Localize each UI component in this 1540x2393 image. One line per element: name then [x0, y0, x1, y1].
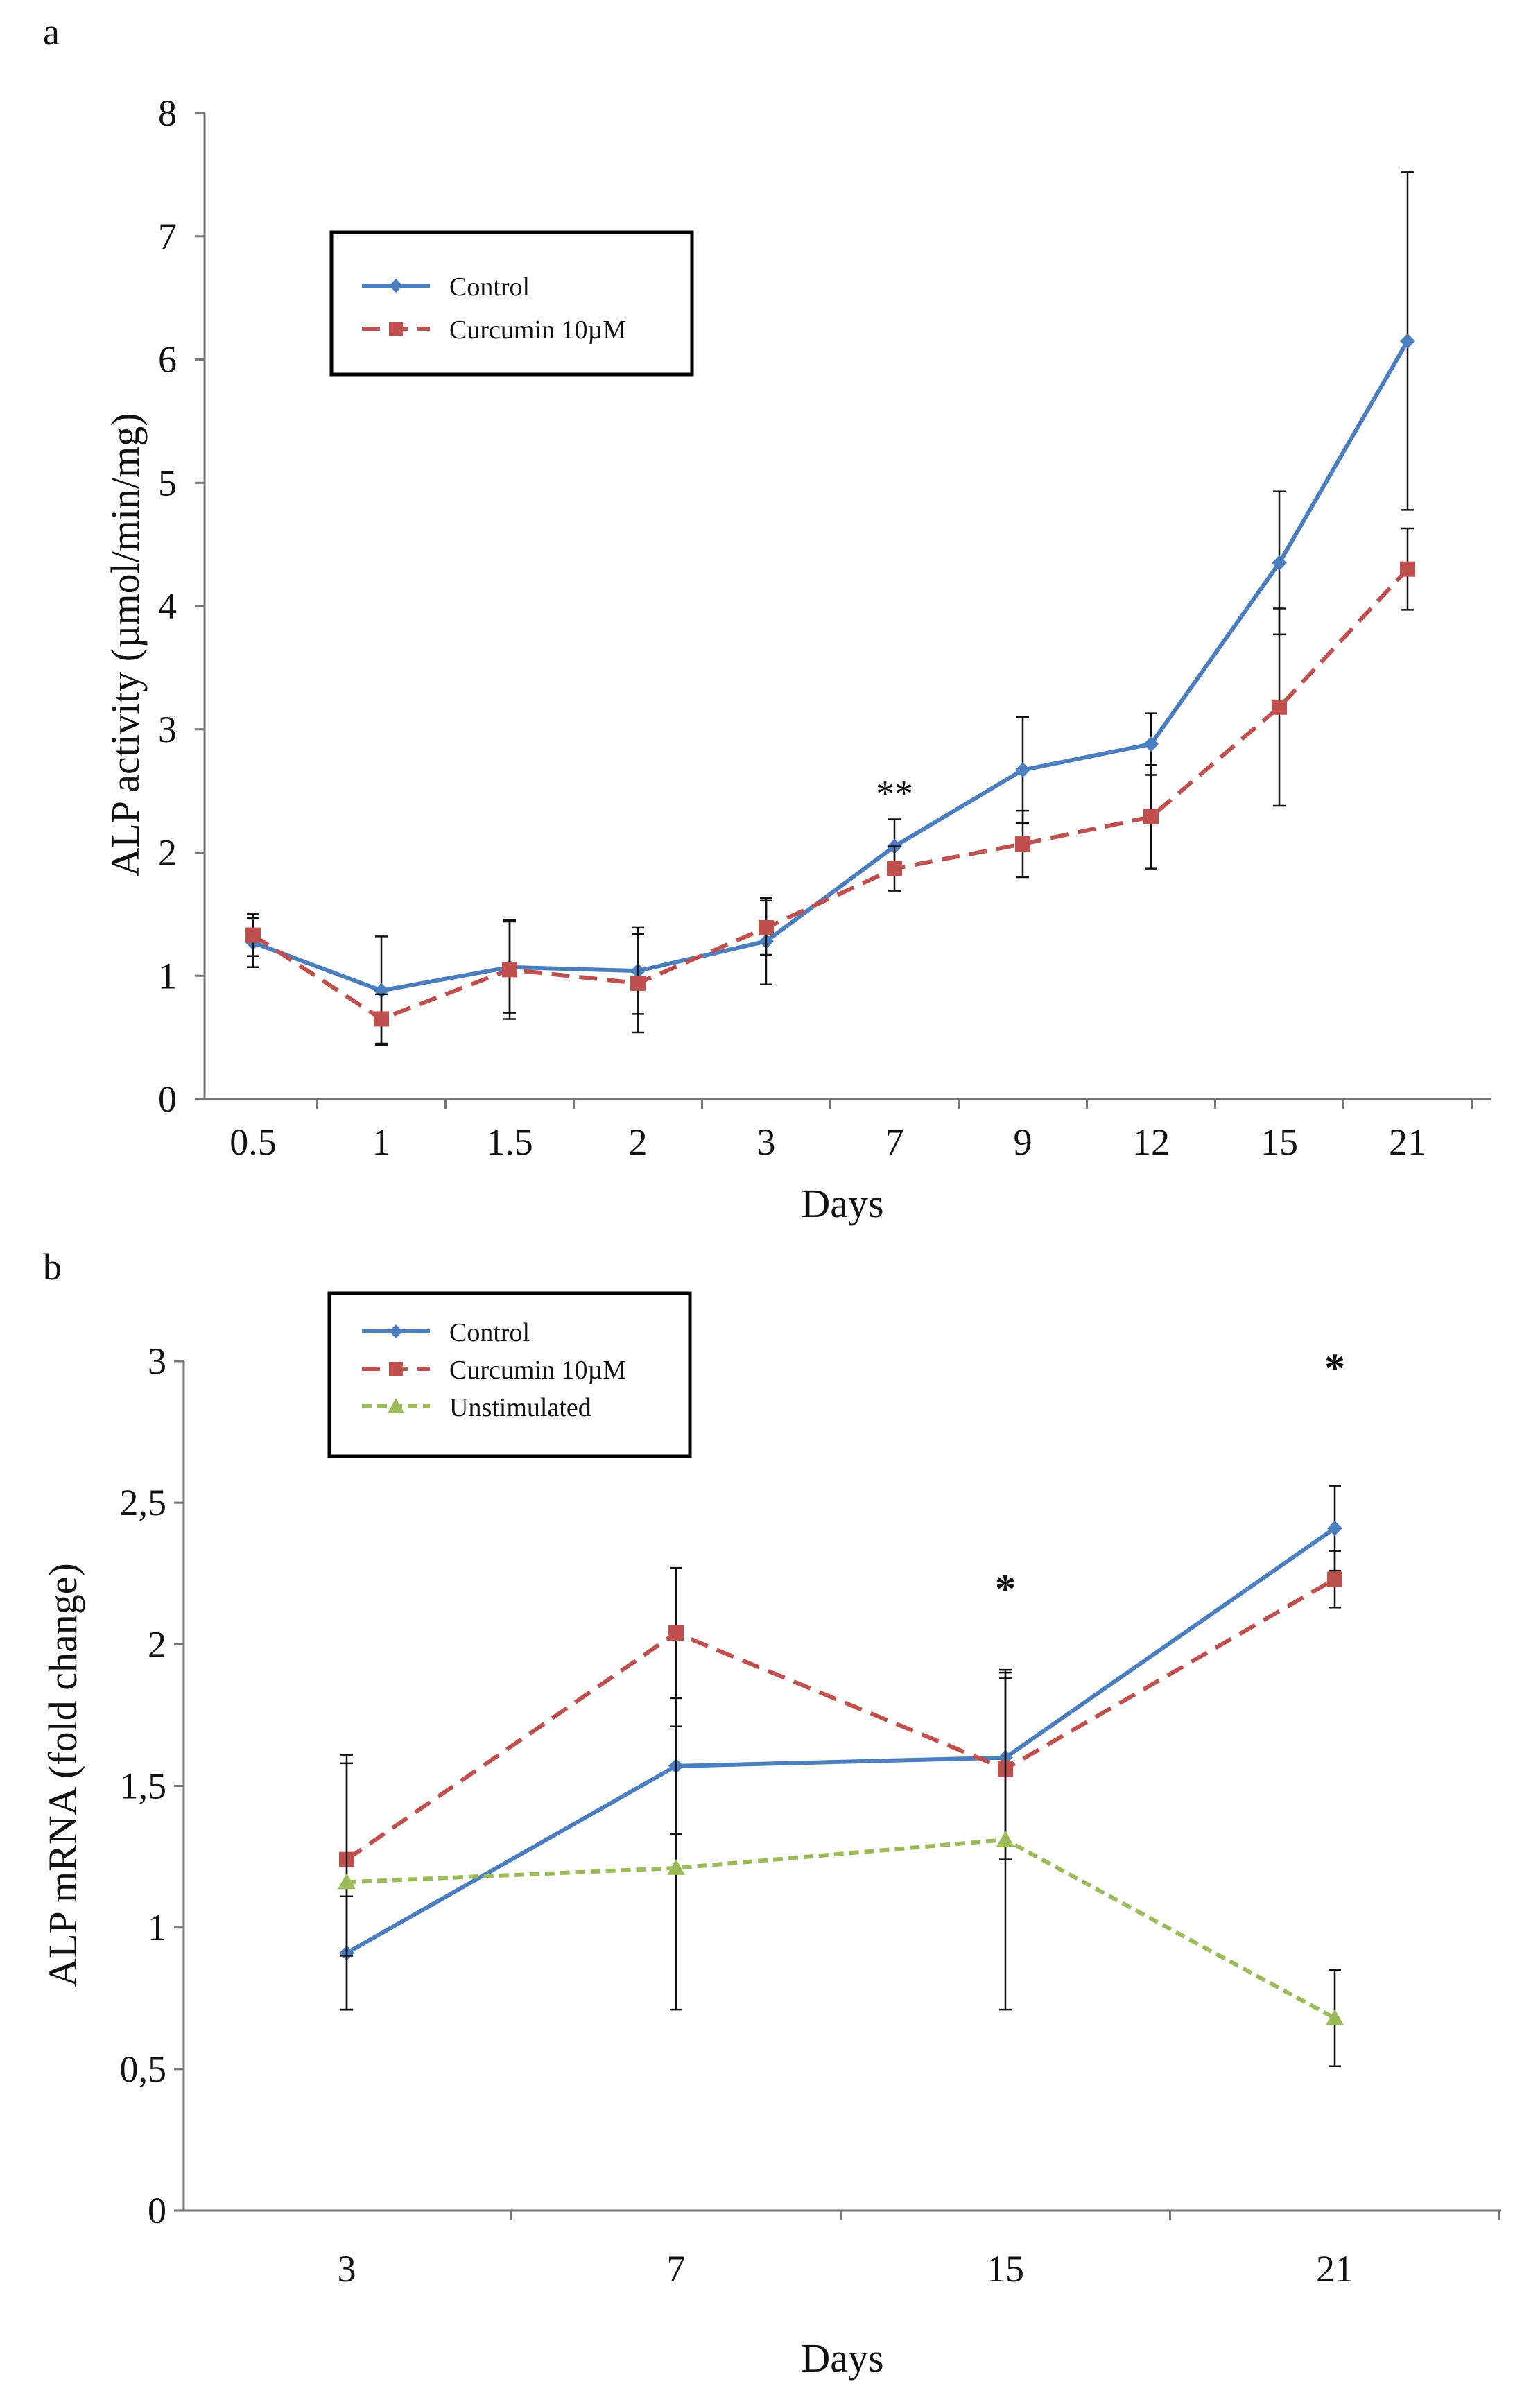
panel-a-legend: Control Curcumin 10µM: [329, 230, 694, 377]
panel-a-x-tick-label: 15: [1261, 1121, 1298, 1163]
panel-a-y-axis-title: ALP activity (µmol/min/mg): [103, 413, 148, 876]
panel-a-x-axis-title: Days: [801, 1181, 883, 1226]
panel-a-y-tick-label: 0: [158, 1078, 177, 1120]
panel-b-series-control-point: [1327, 1520, 1342, 1536]
panel-b-axes: [174, 1360, 1501, 2220]
panel-b-series-unstimulated-point: [996, 1831, 1014, 1847]
panel-a-y-tick-label: 6: [158, 339, 177, 381]
panel-a-axes: [195, 112, 1491, 1109]
panel-b-label: b: [43, 1246, 62, 1288]
panel-a-legend-control-label: Control: [449, 273, 530, 302]
panel-a-y-tick-label: 2: [158, 832, 177, 874]
panel-b-series-unstimulated-point: [338, 1873, 356, 1890]
panel-a-y-tick-label: 1: [158, 955, 177, 996]
panel-a-x-tick-label: 21: [1389, 1121, 1426, 1163]
panel-a-x-tick-labels: 0.5 1 1.5 2 3 7 9 12 15 21: [230, 1121, 1426, 1163]
panel-b-significance-marker: *: [995, 1566, 1016, 1612]
panel-b-significance-marker: *: [1324, 1345, 1345, 1391]
panel-b-series-unstimulated: [338, 1668, 1344, 2067]
panel-a-series-curcumin-10-m-line: [252, 567, 1410, 1021]
panel-b-x-tick-labels: 3 7 15 21: [338, 2248, 1354, 2290]
panel-b-legend: Control Curcumin 10µM Unstimulated: [327, 1291, 692, 1458]
panel-a-series-curcumin-10-m-point: [630, 975, 646, 991]
panel-b-y-tick-label: 2: [148, 1623, 166, 1665]
panel-b-series-curcumin-10-m-point: [1327, 1571, 1342, 1587]
panel-a-y-tick-label: 8: [158, 92, 177, 134]
panel-b-series: [338, 1485, 1344, 2067]
panel-a-y-tick-label: 3: [158, 709, 177, 750]
panel-a-x-tick-label: 2: [629, 1121, 648, 1163]
panel-b: b 0 0,5 1 1,5 2 2,5 3 3 7 15 21 Days ALP mRNA (fo…: [40, 1246, 1501, 2381]
panel-b-y-tick-label: 0,5: [120, 2048, 167, 2090]
panel-b-x-tick-label: 15: [987, 2248, 1024, 2290]
panel-b-legend-unstimulated-label: Unstimulated: [449, 1393, 591, 1422]
panel-a-series-curcumin-10-m-point: [1015, 836, 1030, 852]
panel-b-x-axis-title: Days: [801, 2335, 883, 2381]
panel-a-legend-box: [329, 230, 694, 377]
panel-b-y-tick-label: 1,5: [120, 1765, 167, 1807]
panel-a-y-tick-label: 7: [158, 216, 177, 257]
panel-a-series-curcumin-10-m-point: [245, 927, 261, 943]
panel-a-x-tick-label: 12: [1132, 1121, 1170, 1163]
panel-b-legend-curcumin-label: Curcumin 10µM: [449, 1356, 626, 1385]
panel-a-series-curcumin-10-m-point: [1400, 561, 1415, 577]
panel-b-series-curcumin-10-m-point: [668, 1625, 684, 1641]
panel-b-series-control: [339, 1485, 1342, 2011]
panel-a-series-control-point: [1400, 333, 1415, 349]
panel-a-label: a: [43, 11, 60, 53]
panel-b-series-control-line: [345, 1526, 1336, 1955]
panel-a-x-tick-label: 1: [372, 1121, 391, 1163]
panel-a-series-curcumin-10-m-point: [887, 861, 902, 876]
panel-a-series-curcumin-10-m-point: [374, 1011, 389, 1027]
panel-a-x-tick-label: 7: [885, 1121, 904, 1163]
panel-a-series-curcumin-10-m: [245, 527, 1415, 1045]
panel-b-x-tick-label: 7: [667, 2248, 686, 2290]
panel-b-legend-control-marker: [389, 1324, 403, 1338]
panel-a-series-control-point: [1143, 736, 1159, 752]
panel-b-y-axis-title: ALP mRNA (fold change): [40, 1563, 85, 1987]
panel-b-y-tick-label: 2,5: [120, 1482, 167, 1523]
panel-b-series-curcumin-10-m: [339, 1550, 1342, 1957]
panel-a-legend-curcumin-marker: [389, 322, 403, 336]
panel-b-series-unstimulated-point: [1326, 2009, 1344, 2025]
panel-b-series-curcumin-10-m-line: [345, 1577, 1336, 1862]
panel-a-series-control-line: [252, 340, 1410, 993]
panel-a-series-curcumin-10-m-point: [1272, 699, 1287, 715]
panel-a-series-control-point: [1272, 555, 1287, 571]
panel-b-x-tick-label: 21: [1316, 2248, 1353, 2290]
panel-a-y-tick-label: 5: [158, 462, 177, 503]
panel-a-significance-marker: **: [876, 773, 913, 815]
panel-a-x-tick-label: 0.5: [230, 1121, 277, 1163]
panel-a-series-control-point: [1015, 762, 1030, 778]
panel-a-series-curcumin-10-m-point: [1143, 809, 1159, 824]
panel-a-y-tick-labels: 0 1 2 3 4 5 6 7 8: [158, 92, 177, 1120]
panel-b-x-tick-label: 3: [338, 2248, 356, 2290]
panel-b-y-tick-label: 0: [148, 2190, 166, 2231]
panel-b-legend-control-label: Control: [449, 1318, 530, 1347]
panel-b-series-unstimulated-point: [667, 1858, 685, 1875]
panel-a-x-tick-label: 1.5: [486, 1121, 533, 1163]
panel-a-series-curcumin-10-m-point: [759, 919, 774, 935]
panel-b-y-tick-labels: 0 0,5 1 1,5 2 2,5 3: [120, 1340, 167, 2231]
panel-b-annotations: ***: [666, 1345, 1345, 1612]
panel-a-annotations: **: [876, 773, 913, 815]
panel-b-legend-unstimulated-marker: [388, 1398, 404, 1413]
panel-a-legend-curcumin-label: Curcumin 10µM: [449, 316, 626, 345]
panel-a-x-tick-label: 3: [757, 1121, 776, 1163]
panel-a-series: [245, 171, 1415, 1046]
panel-b-y-tick-label: 1: [148, 1907, 166, 1949]
panel-b-legend-curcumin-marker: [389, 1362, 403, 1376]
panel-a-x-tick-label: 9: [1014, 1121, 1032, 1163]
panel-b-y-tick-label: 3: [148, 1340, 166, 1382]
panel-b-series-unstimulated-line: [346, 1838, 1336, 2020]
panel-a-y-tick-label: 4: [158, 585, 177, 627]
panel-a-series-curcumin-10-m-point: [502, 962, 517, 978]
panel-a-legend-control-marker: [389, 279, 403, 293]
